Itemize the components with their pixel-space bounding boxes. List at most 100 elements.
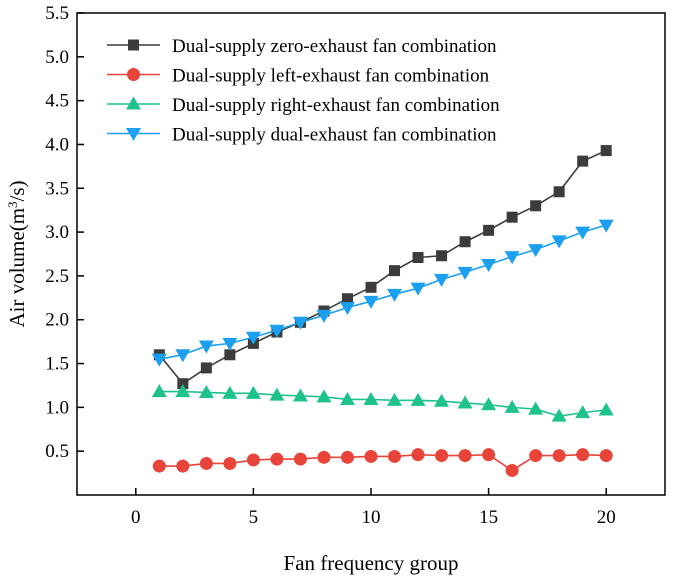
x-tick-label: 15	[479, 507, 498, 528]
data-point	[224, 349, 236, 361]
y-tick-label: 3.5	[45, 178, 69, 199]
data-point	[412, 252, 424, 264]
series-1	[153, 145, 612, 390]
data-point	[458, 449, 472, 463]
data-point	[198, 340, 214, 354]
data-point	[292, 316, 308, 330]
data-point	[504, 399, 520, 413]
y-tick-label: 5.0	[45, 47, 69, 68]
data-point	[505, 463, 519, 477]
data-point	[293, 452, 307, 466]
data-point	[151, 384, 167, 398]
y-tick-label: 3.0	[45, 222, 69, 243]
y-tick-label: 1.5	[45, 354, 69, 375]
data-point	[577, 155, 589, 167]
data-point	[339, 391, 355, 405]
data-point	[530, 200, 542, 212]
legend: Dual-supply zero-exhaust fan combination…	[107, 36, 500, 146]
data-point	[528, 401, 544, 415]
data-point	[270, 452, 284, 466]
data-point	[198, 384, 214, 398]
x-tick-label: 0	[131, 507, 141, 528]
y-tick-label: 2.0	[45, 310, 69, 331]
data-point	[435, 449, 449, 463]
series-line	[158, 149, 607, 385]
data-point	[387, 288, 403, 302]
legend-label: Dual-supply left-exhaust fan combination	[172, 66, 490, 87]
data-point	[528, 244, 544, 258]
data-point	[551, 235, 567, 249]
data-point	[434, 393, 450, 407]
data-point	[200, 362, 212, 374]
data-point	[269, 324, 285, 338]
data-point	[553, 186, 565, 198]
data-point	[457, 266, 473, 280]
data-point	[387, 392, 403, 406]
data-point	[245, 385, 261, 399]
data-point	[316, 389, 332, 403]
data-point	[292, 388, 308, 402]
data-point	[176, 459, 190, 473]
data-point	[575, 405, 591, 419]
data-point	[481, 397, 497, 411]
legend-item: Dual-supply dual-exhaust fan combination	[107, 125, 497, 146]
legend-marker	[127, 68, 140, 81]
data-point	[481, 259, 497, 273]
data-point	[363, 391, 379, 405]
data-point	[598, 402, 614, 416]
legend-item: Dual-supply left-exhaust fan combination	[107, 66, 490, 87]
data-point	[199, 456, 213, 470]
data-point	[363, 295, 379, 309]
data-point	[600, 145, 612, 157]
legend-marker	[126, 128, 141, 141]
data-point	[575, 226, 591, 240]
data-point	[341, 293, 353, 305]
data-point	[317, 450, 331, 464]
data-point	[551, 408, 567, 422]
legend-marker	[128, 39, 139, 51]
legend-label: Dual-supply dual-exhaust fan combination	[172, 125, 497, 146]
y-tick-label: 4.0	[45, 134, 69, 155]
data-point	[529, 449, 543, 463]
data-point	[364, 449, 378, 463]
data-point	[340, 450, 354, 464]
data-point	[506, 211, 518, 223]
legend-label: Dual-supply zero-exhaust fan combination	[172, 36, 497, 57]
data-point	[389, 265, 401, 277]
data-point	[552, 449, 566, 463]
y-tick-label: 2.5	[45, 266, 69, 287]
y-tick-label: 1.0	[45, 397, 69, 418]
series-3	[151, 384, 614, 422]
legend-marker	[126, 96, 141, 110]
data-point	[410, 392, 426, 406]
data-point	[459, 236, 471, 248]
x-tick-label: 5	[249, 507, 259, 528]
y-axis-title: Air volume(m3/s)	[5, 180, 30, 327]
data-point	[457, 395, 473, 409]
data-point	[365, 281, 377, 293]
legend-item: Dual-supply zero-exhaust fan combination	[107, 36, 497, 57]
legend-label: Dual-supply right-exhaust fan combinatio…	[172, 95, 500, 116]
data-point	[175, 349, 191, 363]
data-point	[576, 448, 590, 462]
y-tick-label: 4.5	[45, 91, 69, 112]
data-point	[246, 453, 260, 467]
data-point	[339, 301, 355, 315]
x-tick-label: 10	[362, 507, 381, 528]
y-tick-label: 5.5	[45, 3, 69, 24]
data-point	[175, 384, 191, 398]
data-point	[411, 448, 425, 462]
series-2	[152, 448, 613, 477]
data-point	[434, 273, 450, 287]
legend-item: Dual-supply right-exhaust fan combinatio…	[107, 95, 500, 116]
data-point	[177, 378, 189, 390]
data-point	[482, 448, 496, 462]
x-axis-title: Fan frequency group	[284, 551, 459, 575]
x-tick-label: 20	[597, 507, 616, 528]
data-point	[222, 385, 238, 399]
data-point	[223, 456, 237, 470]
data-point	[316, 309, 332, 323]
data-point	[388, 449, 402, 463]
series-4	[151, 219, 614, 367]
